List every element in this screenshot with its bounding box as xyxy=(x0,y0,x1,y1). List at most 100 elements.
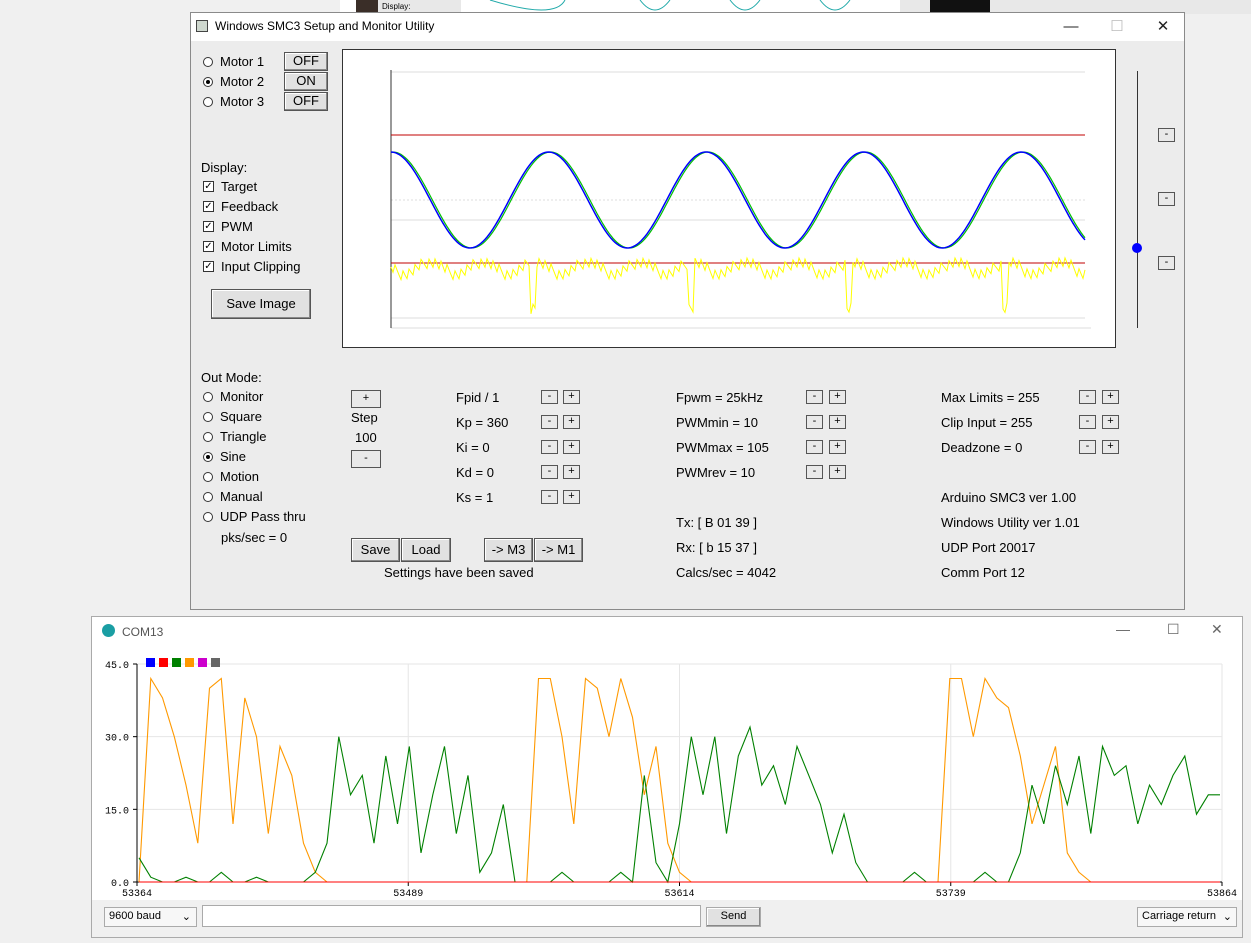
ki-minus-button[interactable]: - xyxy=(541,440,558,454)
target-label: Target xyxy=(221,179,258,194)
kd-plus-button[interactable]: + xyxy=(563,465,580,479)
pwmmax-plus-button[interactable]: + xyxy=(829,440,846,454)
scale-minus-button-2[interactable]: - xyxy=(1158,192,1175,206)
load-settings-button[interactable]: Load xyxy=(401,538,451,562)
ks-minus-button[interactable]: - xyxy=(541,490,558,504)
motor-2-label: Motor 2 xyxy=(220,74,265,89)
pwmrev-minus-button[interactable]: - xyxy=(806,465,823,479)
chevron-down-icon-2: ⌄ xyxy=(1222,911,1232,923)
scale-minus-button-1[interactable]: - xyxy=(1158,128,1175,142)
series-line xyxy=(138,725,1220,884)
save-settings-button[interactable]: Save xyxy=(351,538,400,562)
mode-monitor-radio[interactable] xyxy=(203,392,213,402)
fpid-value: Fpid / 1 xyxy=(456,390,500,405)
deadzone-plus-button[interactable]: + xyxy=(1102,440,1119,454)
motor-limits-checkbox[interactable]: ✓ xyxy=(203,241,214,252)
background-black-panel xyxy=(930,0,990,14)
deadzone-minus-button[interactable]: - xyxy=(1079,440,1096,454)
title-bar[interactable]: Windows SMC3 Setup and Monitor Utility —… xyxy=(191,13,1184,41)
mode-monitor-label: Monitor xyxy=(220,389,264,404)
scale-minus-button-3[interactable]: - xyxy=(1158,256,1175,270)
background-display-label: Display: xyxy=(378,0,461,14)
legend-swatch xyxy=(198,658,207,667)
save-image-button[interactable]: Save Image xyxy=(211,289,311,319)
arduino-version: Arduino SMC3 ver 1.00 xyxy=(941,490,1077,505)
x-tick-label: 53739 xyxy=(936,889,966,900)
fpwm-minus-button[interactable]: - xyxy=(806,390,823,404)
pwmmax-minus-button[interactable]: - xyxy=(806,440,823,454)
step-plus-button[interactable]: + xyxy=(351,390,381,408)
pwm-trace xyxy=(390,256,1086,314)
pwmmin-minus-button[interactable]: - xyxy=(806,415,823,429)
legend-swatch xyxy=(185,658,194,667)
motor-1-radio[interactable] xyxy=(203,57,213,67)
mode-triangle-radio[interactable] xyxy=(203,432,213,442)
clip-input-plus-button[interactable]: + xyxy=(1102,415,1119,429)
motor-3-radio[interactable] xyxy=(203,97,213,107)
chevron-down-icon: ⌄ xyxy=(181,911,191,923)
fpid-minus-button[interactable]: - xyxy=(541,390,558,404)
pwmrev-value: PWMrev = 10 xyxy=(676,465,756,480)
fpwm-plus-button[interactable]: + xyxy=(829,390,846,404)
kd-minus-button[interactable]: - xyxy=(541,465,558,479)
input-clipping-checkbox[interactable]: ✓ xyxy=(203,261,214,272)
vertical-slider-track[interactable] xyxy=(1137,71,1138,328)
motor-3-label: Motor 3 xyxy=(220,94,265,109)
feedback-trace xyxy=(390,151,1086,249)
pwm-label: PWM xyxy=(221,219,253,234)
motor-1-toggle-button[interactable]: OFF xyxy=(284,52,328,71)
plotter-close-button[interactable]: ✕ xyxy=(1211,621,1223,637)
feedback-checkbox[interactable]: ✓ xyxy=(203,201,214,212)
mode-triangle-label: Triangle xyxy=(220,429,267,444)
max-limits-plus-button[interactable]: + xyxy=(1102,390,1119,404)
x-tick-label: 53489 xyxy=(393,889,423,900)
copy-to-m3-button[interactable]: -> M3 xyxy=(484,538,533,562)
mode-square-radio[interactable] xyxy=(203,412,213,422)
send-button[interactable]: Send xyxy=(706,907,761,927)
pwm-checkbox[interactable]: ✓ xyxy=(203,221,214,232)
close-button[interactable]: ✕ xyxy=(1156,18,1170,35)
plotter-minimize-button[interactable]: — xyxy=(1116,621,1130,637)
max-limits-value: Max Limits = 255 xyxy=(941,390,1040,405)
series-line xyxy=(138,676,1220,883)
kp-plus-button[interactable]: + xyxy=(563,415,580,429)
mode-udp-radio[interactable] xyxy=(203,512,213,522)
maximize-button[interactable]: ☐ xyxy=(1110,18,1124,35)
step-label: Step xyxy=(351,410,378,425)
max-limits-minus-button[interactable]: - xyxy=(1079,390,1096,404)
motor-2-radio[interactable] xyxy=(203,77,213,87)
mode-manual-radio[interactable] xyxy=(203,492,213,502)
pwmmin-plus-button[interactable]: + xyxy=(829,415,846,429)
serial-plotter-title: COM13 xyxy=(122,625,164,639)
out-mode-heading: Out Mode: xyxy=(201,370,262,385)
copy-to-m1-button[interactable]: -> M1 xyxy=(534,538,583,562)
y-tick-label: 0.0 xyxy=(111,879,129,890)
motor-2-toggle-button[interactable]: ON xyxy=(284,72,328,91)
motor-3-toggle-button[interactable]: OFF xyxy=(284,92,328,111)
target-checkbox[interactable]: ✓ xyxy=(203,181,214,192)
ki-plus-button[interactable]: + xyxy=(563,440,580,454)
y-tick-label: 45.0 xyxy=(105,661,129,672)
x-tick-label: 53614 xyxy=(664,889,694,900)
fpid-plus-button[interactable]: + xyxy=(563,390,580,404)
motor-limits-label: Motor Limits xyxy=(221,239,292,254)
kp-minus-button[interactable]: - xyxy=(541,415,558,429)
baud-value: 9600 baud xyxy=(109,910,161,922)
pwmmin-value: PWMmin = 10 xyxy=(676,415,758,430)
clip-input-minus-button[interactable]: - xyxy=(1079,415,1096,429)
vertical-slider-thumb[interactable] xyxy=(1132,243,1142,253)
mode-sine-radio[interactable] xyxy=(203,452,213,462)
baud-select[interactable]: 9600 baud ⌄ xyxy=(104,907,197,927)
line-ending-select[interactable]: Carriage return ⌄ xyxy=(1137,907,1237,927)
plotter-maximize-button[interactable]: ☐ xyxy=(1167,621,1180,637)
pks-per-sec: pks/sec = 0 xyxy=(221,530,288,545)
serial-input[interactable] xyxy=(202,905,701,927)
mode-motion-radio[interactable] xyxy=(203,472,213,482)
kd-value: Kd = 0 xyxy=(456,465,494,480)
x-tick-label: 53364 xyxy=(122,889,152,900)
minimize-button[interactable]: — xyxy=(1063,18,1079,35)
ks-plus-button[interactable]: + xyxy=(563,490,580,504)
serial-plotter-window: COM13 — ☐ ✕ 45.0 30.0 15.0 0.0 53364 53489 536… xyxy=(91,616,1243,938)
pwmrev-plus-button[interactable]: + xyxy=(829,465,846,479)
step-minus-button[interactable]: - xyxy=(351,450,381,468)
